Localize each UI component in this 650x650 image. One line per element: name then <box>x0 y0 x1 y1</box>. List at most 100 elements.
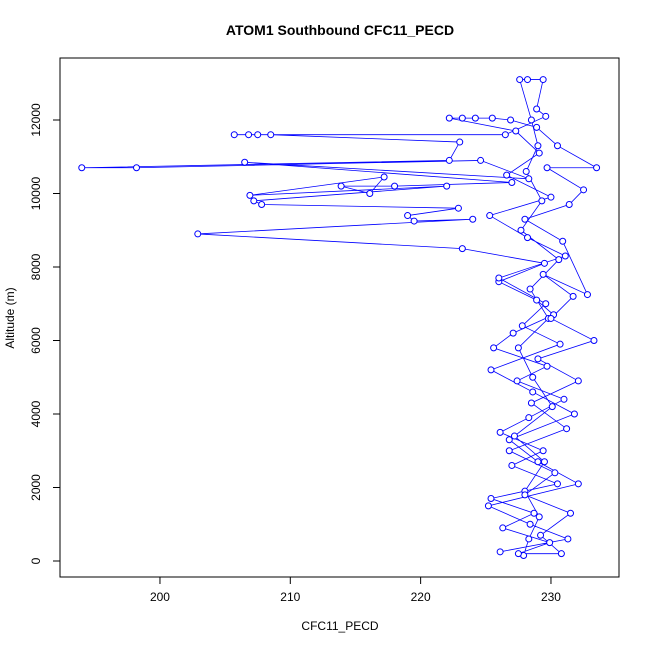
data-point <box>230 131 238 139</box>
data-point <box>521 491 529 499</box>
data-point <box>534 142 542 150</box>
y-tick-label: 0 <box>29 557 43 564</box>
data-point <box>514 344 522 352</box>
data-point <box>534 458 542 466</box>
data-point <box>445 114 453 122</box>
data-point <box>501 131 509 139</box>
data-point <box>505 447 513 455</box>
data-line <box>81 79 599 556</box>
data-point <box>561 252 569 260</box>
data-point <box>530 509 538 517</box>
data-point <box>250 197 258 205</box>
data-point <box>534 355 542 363</box>
data-point <box>548 403 556 411</box>
data-point <box>583 291 591 299</box>
data-point <box>366 190 374 198</box>
data-point <box>527 116 535 124</box>
data-point <box>509 329 517 337</box>
data-point <box>487 495 495 503</box>
x-tick-label: 200 <box>150 590 170 604</box>
data-point <box>574 480 582 488</box>
data-point <box>337 182 345 190</box>
y-tick-label: 2000 <box>29 474 43 501</box>
data-point <box>543 164 551 172</box>
data-point <box>258 201 266 209</box>
data-point <box>522 167 530 175</box>
data-point <box>539 270 547 278</box>
data-point <box>540 458 548 466</box>
data-point <box>469 215 477 223</box>
data-point <box>570 410 578 418</box>
data-point <box>553 480 561 488</box>
data-point <box>539 447 547 455</box>
data-point <box>525 535 533 543</box>
data-point <box>593 164 601 172</box>
data-point <box>133 164 141 172</box>
data-point <box>533 296 541 304</box>
data-point <box>563 425 571 433</box>
data-point <box>569 292 577 300</box>
data-point <box>445 156 453 164</box>
data-point <box>551 469 559 477</box>
data-point <box>78 164 86 172</box>
data-point <box>458 114 466 122</box>
data-point <box>454 204 462 212</box>
data-point <box>496 428 504 436</box>
data-point <box>391 182 399 190</box>
data-point <box>499 524 507 532</box>
data-point <box>486 212 494 220</box>
data-point <box>495 274 503 282</box>
data-point <box>443 182 451 190</box>
data-point <box>505 436 513 444</box>
y-tick-label: 8000 <box>29 253 43 280</box>
data-point <box>535 149 543 157</box>
data-point <box>543 362 551 370</box>
data-point <box>404 212 412 220</box>
y-tick-label: 6000 <box>29 327 43 354</box>
data-point <box>527 399 535 407</box>
data-point <box>574 377 582 385</box>
x-tick-label: 220 <box>411 590 431 604</box>
data-point <box>525 414 533 422</box>
data-point <box>513 377 521 385</box>
data-point <box>565 201 573 209</box>
data-point <box>516 76 524 84</box>
data-point <box>524 76 532 84</box>
data-point <box>484 502 492 510</box>
data-point <box>537 531 545 539</box>
data-point <box>556 340 564 348</box>
data-point <box>533 105 541 113</box>
data-point <box>580 186 588 194</box>
data-point <box>553 142 561 150</box>
data-point <box>510 432 518 440</box>
data-point <box>456 138 464 146</box>
data-point <box>547 193 555 201</box>
data-point <box>521 215 529 223</box>
data-point <box>524 234 532 242</box>
data-point <box>246 191 254 199</box>
data-point <box>529 388 537 396</box>
data-point <box>559 237 567 245</box>
data-point <box>490 344 498 352</box>
data-point <box>526 285 534 293</box>
data-point <box>590 337 598 345</box>
y-axis-label: Altitude (m) <box>3 287 17 348</box>
data-point <box>488 114 496 122</box>
data-point <box>471 114 479 122</box>
data-point <box>508 178 516 186</box>
x-axis-label: CFC11_PECD <box>301 619 378 633</box>
x-tick-label: 210 <box>280 590 300 604</box>
data-point <box>254 131 262 139</box>
data-point <box>540 259 548 267</box>
y-tick-label: 4000 <box>29 400 43 427</box>
data-point <box>508 461 516 469</box>
data-point <box>503 171 511 179</box>
data-point <box>560 395 568 403</box>
x-tick-label: 230 <box>541 590 561 604</box>
data-point <box>555 256 563 264</box>
data-point <box>564 535 572 543</box>
data-point <box>567 509 575 517</box>
data-point <box>535 513 543 521</box>
data-point <box>194 230 202 238</box>
